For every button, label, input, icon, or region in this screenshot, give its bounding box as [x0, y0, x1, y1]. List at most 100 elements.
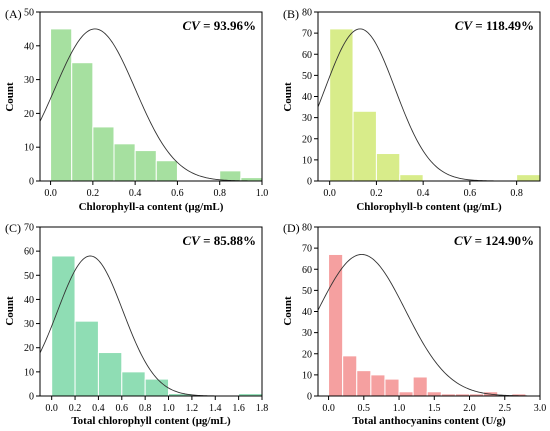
x-tick-label: 1.6 [232, 403, 245, 414]
y-tick-label: 30 [302, 113, 312, 124]
x-tick-label: 1.0 [162, 403, 175, 414]
histogram-bar [328, 253, 344, 397]
cv-annotation: CV = 124.90% [454, 233, 534, 248]
panel-label: (C) [5, 221, 21, 235]
y-tick-label: 60 [302, 265, 312, 276]
x-tick-label: 0.4 [129, 188, 142, 199]
histogram-bar [50, 28, 73, 182]
y-tick-label: 70 [302, 244, 312, 255]
y-tick-label: 20 [24, 109, 34, 120]
histogram-bar [144, 378, 170, 397]
histogram-bar [155, 160, 178, 182]
cv-symbol: CV [182, 233, 201, 248]
histogram-bar [352, 110, 377, 182]
x-tick-label: 0.0 [44, 188, 57, 199]
y-tick-label: 10 [302, 155, 312, 166]
histogram-bar [399, 174, 424, 182]
cv-value: = 85.88% [200, 233, 256, 248]
y-tick-label: 40 [24, 295, 34, 306]
histogram-bar [375, 153, 401, 182]
cv-symbol: CV [182, 18, 201, 33]
y-axis-title: Count [4, 82, 16, 112]
y-tick-label: 50 [24, 271, 34, 282]
histogram-bar [370, 374, 386, 397]
cv-symbol: CV [454, 233, 473, 248]
x-tick-label: 0.5 [358, 403, 371, 414]
x-tick-label: 0.2 [370, 188, 383, 199]
histogram-bar [329, 28, 354, 182]
x-tick-label: 1.4 [209, 403, 222, 414]
y-tick-label: 10 [302, 370, 312, 381]
cv-value: = 118.49% [472, 18, 534, 33]
histogram-panel: 0.0 0.2 0.4 0.6 0.8 0 10 20 30 40 50 60 70 80 Chloroph… [282, 7, 541, 213]
x-tick-label: 1.0 [393, 403, 406, 414]
x-tick-label: 0.6 [171, 188, 184, 199]
histogram-bar [426, 391, 442, 397]
y-tick-label: 60 [24, 247, 34, 258]
y-tick-label: 30 [302, 328, 312, 339]
x-tick-label: 0.2 [69, 403, 82, 414]
histogram-bar [92, 126, 115, 182]
cv-value: = 124.90% [471, 233, 534, 248]
histogram-panel: 0.0 0.2 0.4 0.6 0.8 1.0 0 10 20 30 40 50 Chlorophyll… [4, 7, 268, 213]
histogram-bar [219, 170, 242, 182]
normal-fit-curve [39, 28, 262, 182]
histogram-bar [121, 371, 146, 397]
cv-value: = 93.96% [200, 18, 256, 33]
plot-frame [39, 226, 263, 397]
histogram-panel: 0.0 0.2 0.4 0.6 0.8 1.0 1.2 1.4 1.6 1.8 0 10 20 30 40 5… [4, 221, 268, 427]
y-tick-label: 0 [29, 392, 34, 403]
histogram-bar [398, 391, 414, 397]
y-tick-label: 80 [302, 223, 312, 234]
y-tick-label: 70 [302, 29, 312, 40]
y-tick-label: 70 [24, 223, 34, 234]
x-tick-label: 0.2 [87, 188, 100, 199]
histogram-panel: 0.0 0.5 1.0 1.5 2.0 2.5 3.0 0 10 20 30 40 50 60 70 80 To… [282, 221, 546, 427]
histogram-bar [342, 355, 358, 397]
x-tick-label: 0.8 [510, 188, 523, 199]
x-tick-label: 1.0 [256, 188, 269, 199]
y-tick-label: 0 [29, 177, 34, 188]
normal-fit-curve [317, 254, 541, 397]
y-tick-label: 0 [307, 392, 312, 403]
panel-label: (A) [5, 7, 22, 21]
y-axis-title: Count [282, 82, 294, 112]
cv-symbol: CV [455, 18, 474, 33]
x-tick-label: 0.6 [464, 188, 477, 199]
histogram-bar [356, 370, 372, 397]
x-tick-label: 1.5 [428, 403, 441, 414]
x-tick-label: 0.4 [417, 188, 430, 199]
histogram-bar [74, 320, 99, 397]
y-tick-label: 50 [302, 71, 312, 82]
y-axis-title: Count [4, 296, 16, 326]
panel-label: (B) [283, 7, 299, 21]
y-tick-label: 40 [302, 92, 312, 103]
x-tick-label: 3.0 [534, 403, 547, 414]
y-tick-label: 80 [302, 8, 312, 19]
x-tick-label: 0.6 [116, 403, 129, 414]
x-axis-title: Chlorophyll-b content (μg/mL) [356, 201, 502, 213]
y-tick-label: 20 [302, 349, 312, 360]
cv-annotation: CV = 118.49% [455, 18, 534, 33]
panel-label: (D) [283, 221, 300, 235]
y-tick-label: 10 [24, 143, 34, 154]
y-tick-label: 60 [302, 50, 312, 61]
y-tick-label: 50 [24, 8, 34, 19]
plot-frame [39, 11, 263, 182]
x-tick-label: 1.2 [186, 403, 199, 414]
y-tick-label: 40 [302, 307, 312, 318]
histogram-bar [113, 143, 136, 182]
x-tick-label: 0.8 [139, 403, 152, 414]
histogram-bar [134, 150, 157, 182]
y-tick-label: 10 [24, 367, 34, 378]
histogram-bar [97, 352, 123, 397]
y-tick-label: 30 [24, 75, 34, 86]
x-tick-label: 2.5 [499, 403, 512, 414]
y-axis-title: Count [282, 296, 294, 326]
y-tick-label: 20 [24, 343, 34, 354]
x-axis-title: Total chlorophyll content (μg/mL) [71, 415, 231, 427]
y-tick-label: 20 [302, 134, 312, 145]
cv-annotation: CV = 93.96% [182, 18, 256, 33]
x-tick-label: 0.8 [213, 188, 226, 199]
histogram-bar [71, 62, 94, 182]
